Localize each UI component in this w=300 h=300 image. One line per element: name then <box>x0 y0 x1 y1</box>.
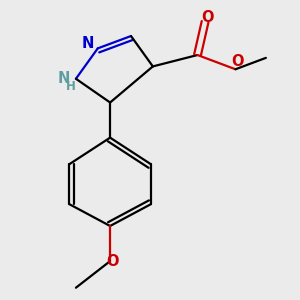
Text: O: O <box>106 254 118 268</box>
Text: O: O <box>231 54 244 69</box>
Text: N: N <box>57 71 70 86</box>
Text: H: H <box>66 80 76 93</box>
Text: N: N <box>82 36 94 51</box>
Text: O: O <box>202 10 214 25</box>
